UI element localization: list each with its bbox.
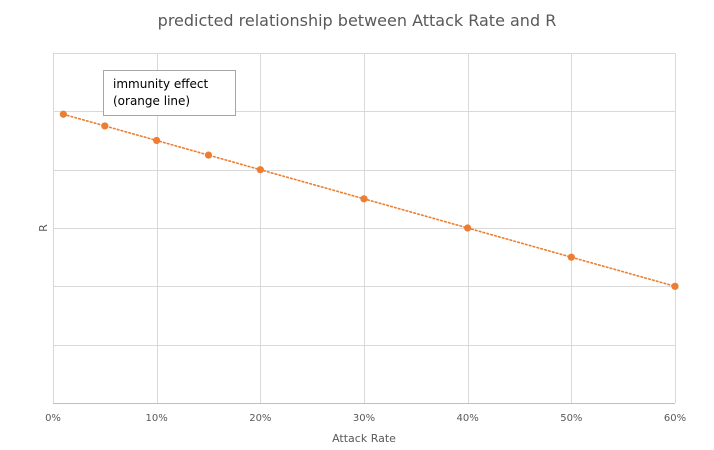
x-tick-labels: 0% 10% 20% 30% 40% 50% 60% [45, 413, 686, 424]
x-tick-label: 40% [457, 413, 479, 424]
data-point [204, 151, 213, 159]
data-point [464, 224, 472, 232]
annotation-box: immunity effect (orange line) [103, 70, 236, 116]
x-tick-label: 20% [249, 413, 271, 424]
x-tick-label: 30% [353, 413, 375, 424]
x-tick-label: 10% [146, 413, 168, 424]
data-point [567, 253, 575, 261]
y-axis-label: R [37, 224, 50, 232]
x-axis-label: Attack Rate [332, 432, 396, 445]
x-tick-label: 0% [45, 413, 61, 424]
data-point [153, 136, 161, 145]
annotation-line-2: (orange line) [113, 94, 191, 108]
x-tick-label: 60% [664, 413, 686, 424]
data-point [101, 122, 109, 130]
x-tick-label: 50% [560, 413, 582, 424]
data-point [59, 110, 67, 118]
data-point [671, 282, 679, 290]
series-layer [59, 110, 679, 290]
annotation-line-1: immunity effect [113, 77, 209, 91]
data-point [360, 195, 368, 203]
data-point [256, 166, 264, 174]
chart-title: predicted relationship between Attack Ra… [158, 11, 557, 30]
